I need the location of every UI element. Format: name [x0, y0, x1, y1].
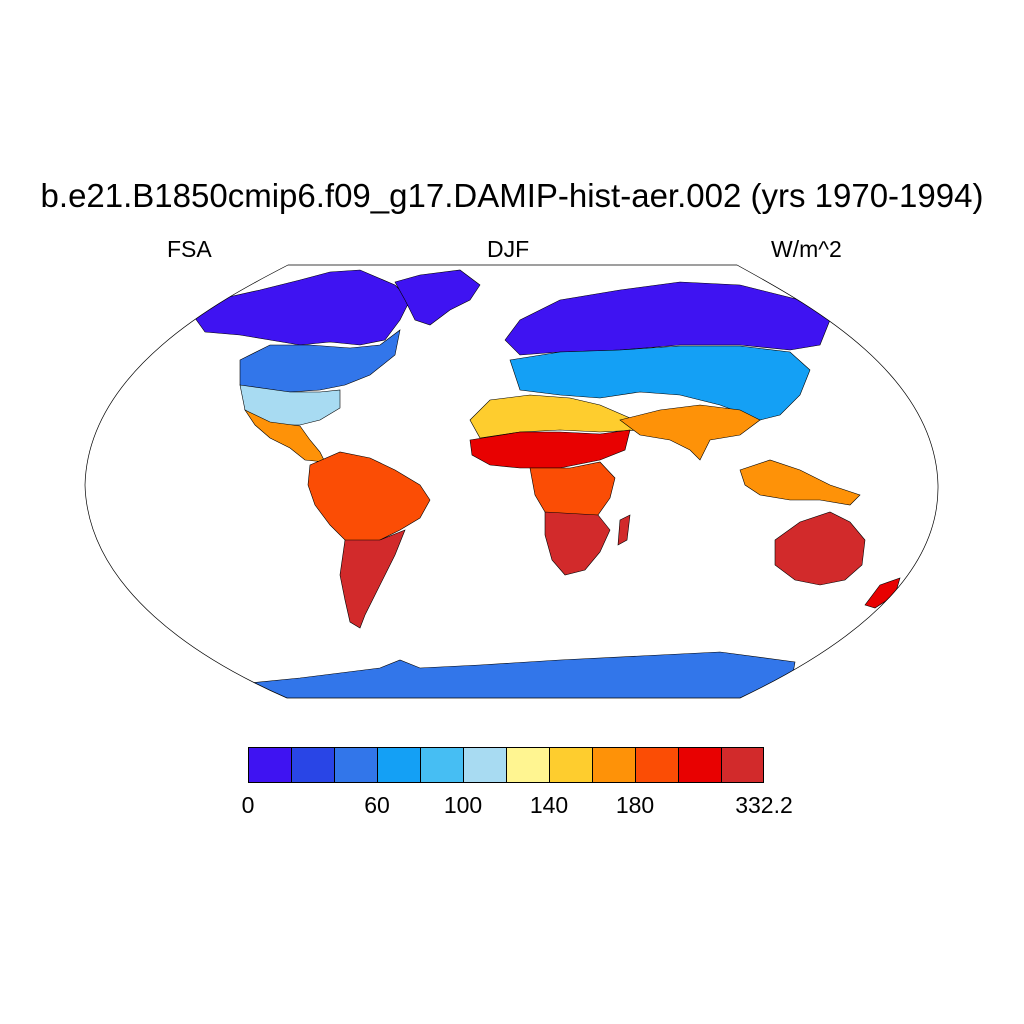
- region-australia: [774, 511, 866, 586]
- colorbar-label: 140: [529, 792, 569, 818]
- colorbar-label: 100: [443, 792, 483, 818]
- season-label: DJF: [487, 236, 530, 262]
- colorbar-box: [463, 747, 506, 783]
- region-north-africa: [469, 394, 641, 439]
- region-south-america-south: [339, 529, 406, 629]
- region-eurasia-north: [504, 281, 831, 356]
- region-madagascar: [617, 514, 631, 546]
- region-antarctica: [229, 651, 796, 698]
- globe-outline: [84, 264, 939, 699]
- colorbar-box: [506, 747, 549, 783]
- units-label: W/m^2: [771, 236, 842, 262]
- region-sahel: [469, 429, 631, 469]
- colorbar-label: 180: [615, 792, 655, 818]
- colorbar-box: [549, 747, 592, 783]
- colorbar-box: [291, 747, 334, 783]
- colorbar-box: [334, 747, 377, 783]
- colorbar-box: [678, 747, 721, 783]
- region-eurasia-mid: [509, 345, 811, 421]
- colorbar-label: 332.2: [735, 792, 793, 818]
- colorbar-box: [377, 747, 420, 783]
- region-greenland: [394, 269, 481, 326]
- region-southern-africa: [544, 511, 611, 576]
- region-south-america-north: [307, 451, 431, 546]
- region-north-america-north: [194, 269, 411, 346]
- colorbar-box: [635, 747, 678, 783]
- colorbar-label: 0: [241, 792, 255, 818]
- colorbar-box: [721, 747, 764, 783]
- colorbar-label: 60: [364, 792, 390, 818]
- region-southeast-asia: [739, 459, 861, 506]
- region-central-africa: [529, 461, 616, 521]
- colorbar-box: [592, 747, 635, 783]
- region-new-zealand: [864, 577, 901, 609]
- plot-title: b.e21.B1850cmip6.f09_g17.DAMIP-hist-aer.…: [40, 177, 984, 214]
- region-south-asia: [619, 404, 761, 461]
- colorbar-box: [420, 747, 463, 783]
- colorbar-box: [248, 747, 291, 783]
- variable-label: FSA: [167, 236, 212, 262]
